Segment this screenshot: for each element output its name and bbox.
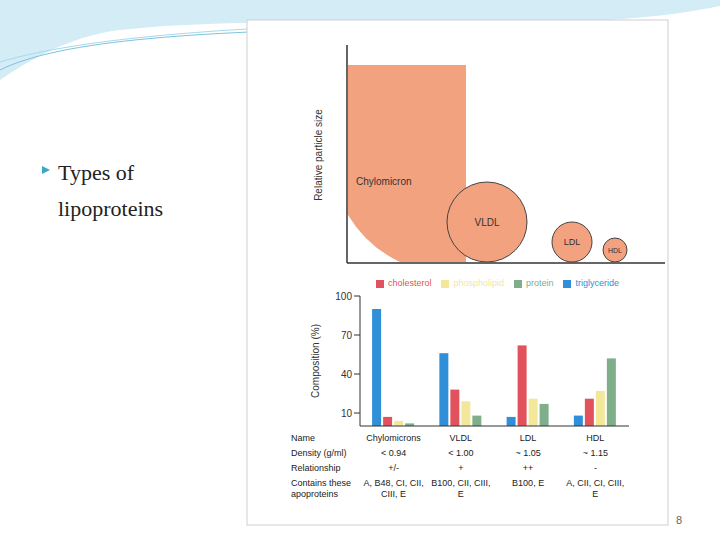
html-text:~ 1.15: ~ 1.15 — [582, 448, 608, 458]
svg-text:100: 100 — [335, 291, 352, 302]
html-text:< 0.94: < 0.94 — [381, 448, 407, 458]
html-text:VLDL: VLDL — [449, 433, 473, 443]
html-text:A, CII, CI, CIII, E: A, CII, CI, CIII, E — [566, 478, 625, 499]
svg-text:70: 70 — [341, 330, 353, 341]
html-text:Name: Name — [291, 433, 315, 443]
svg-text:LDL: LDL — [564, 237, 581, 247]
html-text:Chylomicrons: Chylomicrons — [366, 433, 421, 443]
html-text:< 1.00: < 1.00 — [448, 448, 474, 458]
html-text:protein: protein — [526, 278, 554, 288]
html-text:Density (g/ml): Density (g/ml) — [291, 448, 347, 458]
svg-text:Composition (%): Composition (%) — [310, 324, 321, 398]
html-text:B100, E: B100, E — [512, 478, 545, 488]
html-text:HDL: HDL — [586, 433, 605, 443]
html-text:cholesterol: cholesterol — [387, 278, 432, 288]
html-text:Types of lipoproteins: Types of lipoproteins — [58, 160, 164, 221]
svg-text:10: 10 — [341, 408, 353, 419]
html-text:Contains these apoproteins: Contains these apoproteins — [291, 478, 351, 499]
svg-text:40: 40 — [341, 369, 353, 380]
html-text:B100, CII, CIII, E: B100, CII, CIII, E — [431, 478, 491, 499]
svg-text:HDL: HDL — [608, 247, 622, 254]
html-text:phospholipid: phospholipid — [453, 278, 504, 288]
html-text:LDL: LDL — [519, 433, 537, 443]
html-text:A, B48, CI, CII, CIII, E: A, B48, CI, CII, CIII, E — [363, 478, 424, 499]
svg-text:Chylomicron: Chylomicron — [356, 176, 412, 187]
html-text:8: 8 — [676, 514, 683, 526]
html-text:~ 1.05: ~ 1.05 — [515, 448, 541, 458]
html-text:Relationship: Relationship — [291, 463, 341, 473]
svg-text:Relative particle size: Relative particle size — [313, 109, 324, 201]
html-text:triglyceride: triglyceride — [575, 278, 619, 288]
svg-text:VLDL: VLDL — [474, 217, 499, 228]
